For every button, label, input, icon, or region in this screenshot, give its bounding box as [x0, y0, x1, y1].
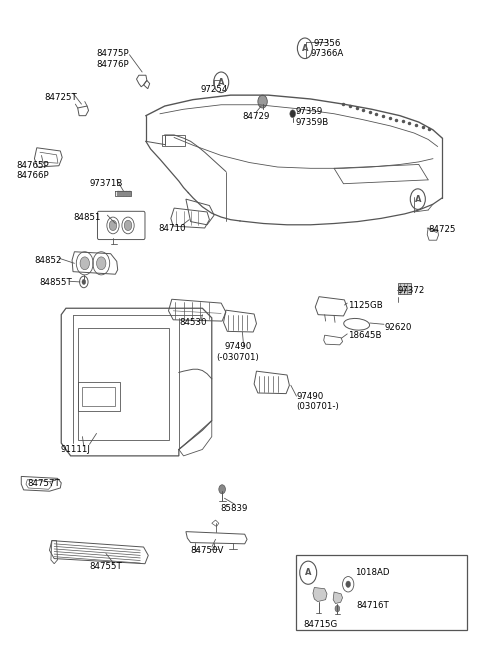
Polygon shape — [117, 191, 119, 195]
Text: 84757T: 84757T — [27, 479, 60, 488]
Text: 91111J: 91111J — [60, 445, 90, 454]
Text: 84725T: 84725T — [45, 93, 78, 102]
Text: 84765P
84766P: 84765P 84766P — [17, 160, 49, 180]
Circle shape — [80, 257, 89, 270]
Circle shape — [82, 279, 86, 284]
Circle shape — [96, 257, 106, 270]
Text: A: A — [415, 195, 421, 204]
Text: 84729: 84729 — [243, 113, 270, 121]
Polygon shape — [128, 191, 130, 195]
Text: 84710: 84710 — [158, 223, 186, 233]
Text: 18645B: 18645B — [348, 331, 382, 340]
Text: 84755T: 84755T — [90, 563, 122, 571]
Text: 97254: 97254 — [201, 86, 228, 94]
Text: A: A — [301, 44, 308, 53]
Circle shape — [258, 95, 267, 108]
Polygon shape — [313, 588, 327, 601]
Text: 97356
97366A: 97356 97366A — [311, 39, 344, 58]
Text: 1125GB: 1125GB — [348, 301, 383, 310]
Polygon shape — [120, 191, 121, 195]
Text: 97372: 97372 — [397, 286, 425, 295]
Circle shape — [346, 581, 350, 588]
Text: 84750V: 84750V — [191, 546, 224, 555]
Circle shape — [219, 485, 226, 494]
Circle shape — [124, 220, 132, 231]
Circle shape — [335, 605, 340, 612]
Polygon shape — [333, 592, 343, 603]
Text: 92620: 92620 — [385, 323, 412, 332]
Bar — [83, 386, 115, 406]
Text: 84851: 84851 — [73, 213, 101, 221]
Circle shape — [290, 110, 296, 118]
Polygon shape — [125, 191, 127, 195]
Text: 84855T: 84855T — [39, 278, 72, 287]
Bar — [297, 555, 467, 631]
Text: 84530: 84530 — [179, 318, 207, 327]
Text: 84715G: 84715G — [304, 620, 338, 629]
Text: 84852: 84852 — [35, 256, 62, 265]
Text: 84725: 84725 — [428, 225, 456, 234]
Text: 85839: 85839 — [221, 504, 248, 513]
Text: A: A — [305, 568, 312, 577]
Text: A: A — [218, 78, 225, 87]
Text: 84716T: 84716T — [357, 601, 389, 610]
Bar — [78, 328, 169, 440]
Bar — [162, 135, 185, 146]
Text: 97371B: 97371B — [89, 179, 122, 187]
Bar — [397, 282, 411, 294]
Text: 1018AD: 1018AD — [355, 568, 390, 577]
Text: 84775P
84776P: 84775P 84776P — [96, 50, 129, 69]
Text: 97359
97359B: 97359 97359B — [296, 107, 329, 126]
Text: 97490
(030701-): 97490 (030701-) — [297, 392, 339, 411]
Circle shape — [109, 220, 117, 231]
Text: 97490
(-030701): 97490 (-030701) — [216, 342, 259, 362]
Polygon shape — [122, 191, 124, 195]
